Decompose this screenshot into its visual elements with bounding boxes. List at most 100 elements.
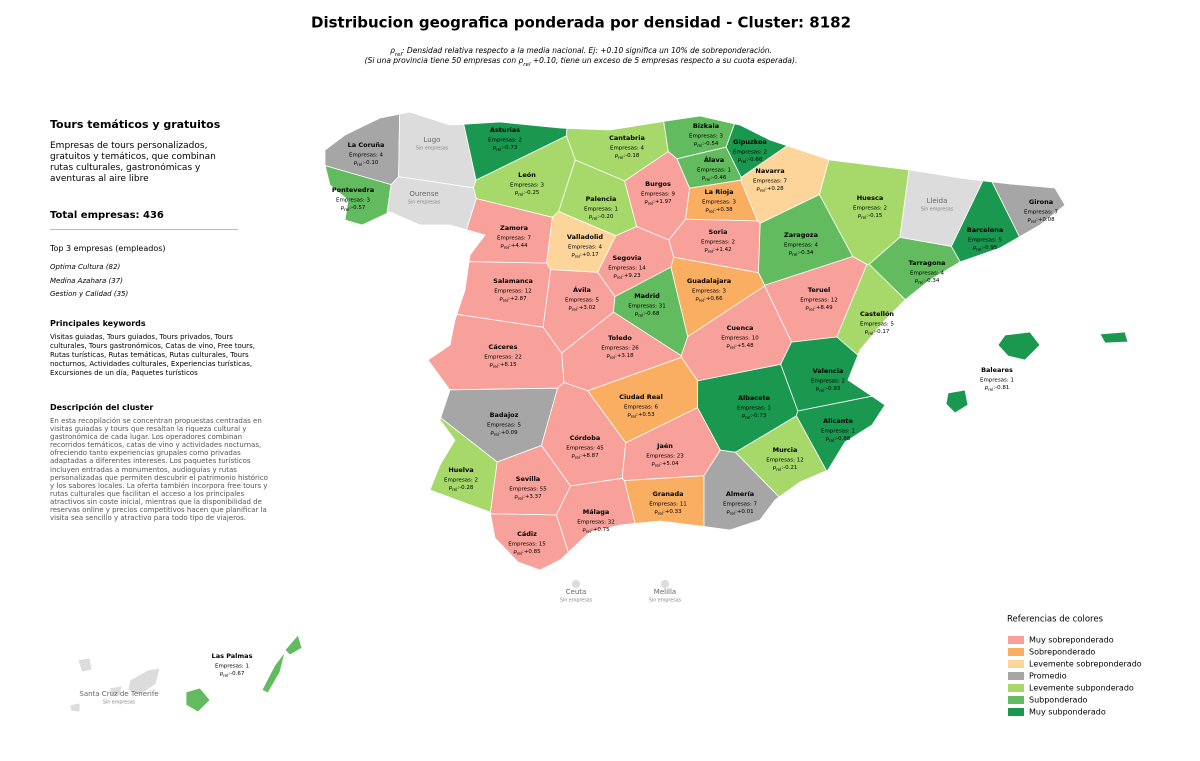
rho-symbol: ρ <box>489 362 493 368</box>
province-companies: Empresas: 32 <box>577 520 615 526</box>
province-rho: ρrel:+0.01 <box>726 509 753 516</box>
province-companies: Empresas: 3 <box>510 183 545 189</box>
rho-value: -0.54 <box>704 141 719 147</box>
province <box>429 417 498 514</box>
province-rho: ρrel:+5.48 <box>726 343 754 350</box>
province <box>261 651 286 694</box>
province-name: Ceuta <box>566 588 587 596</box>
rho-sub: rel <box>658 511 663 516</box>
rho-sep: : <box>824 386 826 392</box>
rho-value: -0.18 <box>625 153 640 159</box>
rho-value: -0.28 <box>459 485 474 491</box>
province-note: Sin empresas <box>103 700 136 706</box>
rho-sep: : <box>597 214 599 220</box>
rho-symbol: ρ <box>694 141 698 147</box>
legend-label: Subponderado <box>1029 696 1088 705</box>
province-rho: ρrel:-0.73 <box>493 145 518 152</box>
rho-sep: : <box>522 549 524 555</box>
rho-sep: : <box>508 296 510 302</box>
province-name: Asturias <box>490 126 520 134</box>
province-companies: Empresas: 26 <box>601 346 639 352</box>
province-name: Lugo <box>424 136 441 144</box>
rho-sub: rel <box>760 188 765 193</box>
province-rho: ρrel:+0.75 <box>582 527 610 534</box>
cluster-summary: Empresas de tours personalizados, gratui… <box>50 141 216 184</box>
rho-sub: rel <box>776 467 781 472</box>
province-rho: ρrel:+0.33 <box>654 509 682 516</box>
province-note: Sin empresas <box>416 146 449 152</box>
rho-symbol: ρ <box>589 214 593 220</box>
province-rho: ρrel:-0.57 <box>341 205 366 212</box>
rho-sub: rel <box>697 143 702 148</box>
note: ρrel: Densidad relativa respecto a la me… <box>390 46 772 58</box>
province-rho: ρrel:-0.28 <box>449 485 474 492</box>
rho-symbol: ρ <box>702 175 706 181</box>
note-part: (Si una provincia tiene 50 empresas con … <box>365 56 524 65</box>
province-name: Barcelona <box>967 226 1004 234</box>
province-rho: ρrel:-0.25 <box>515 190 540 197</box>
legend-swatch <box>1008 672 1024 680</box>
rho-sep: : <box>781 465 783 471</box>
province-name: Granada <box>653 490 684 498</box>
rho-value: +8.87 <box>582 453 599 459</box>
rho-symbol: ρ <box>220 671 224 677</box>
province-companies: Empresas: 1 <box>980 378 1014 384</box>
rho-sep: : <box>735 509 737 515</box>
rho-sep: : <box>866 213 868 219</box>
rho-sep: : <box>623 153 625 159</box>
province-companies: Empresas: 5 <box>968 238 1003 244</box>
province-name: Valencia <box>813 367 844 375</box>
province-rho: ρrel:-0.95 <box>973 245 998 252</box>
province <box>795 395 886 472</box>
province-name: Melilla <box>654 588 676 596</box>
rho-symbol: ρ <box>826 436 830 442</box>
rho-symbol: ρ <box>789 250 793 256</box>
rho-sep: : <box>498 362 500 368</box>
legend-label: Levemente sobreponderado <box>1029 660 1142 669</box>
rho-sub: rel <box>592 216 597 221</box>
rho-value: -0.95 <box>983 245 998 251</box>
province-rho: ρrel:+0.17 <box>571 252 599 259</box>
rho-symbol: ρ <box>499 296 503 302</box>
province-name: Baleares <box>981 366 1013 374</box>
province-rho: ρrel:+1.97 <box>644 199 672 206</box>
province-name: Ourense <box>409 190 438 198</box>
rho-value: +0.17 <box>582 252 599 258</box>
rho-value: -0.67 <box>230 671 245 677</box>
province-companies: Empresas: 7 <box>1024 210 1059 216</box>
legend-label: Promedio <box>1029 672 1067 681</box>
province <box>109 685 123 697</box>
note-part: ρ <box>390 46 395 55</box>
province-name: Gipuzkoa <box>733 138 767 146</box>
rho-sub: rel <box>357 162 362 167</box>
province-rho: ρrel:+0.85 <box>513 549 541 556</box>
rho-value: +0.33 <box>665 509 682 515</box>
rho-symbol: ρ <box>654 509 658 515</box>
top-title: Top 3 empresas (empleados) <box>50 244 166 253</box>
rho-sub: rel <box>988 387 993 392</box>
province-name: La Coruña <box>348 141 385 149</box>
rho-symbol: ρ <box>490 430 494 436</box>
rho-sep: : <box>636 412 638 418</box>
rho-value: +2.87 <box>510 296 527 302</box>
rho-sub: rel <box>792 252 797 257</box>
province-rho: ρrel:+3.18 <box>606 353 634 360</box>
rho-symbol: ρ <box>695 296 699 302</box>
province-name: Ciudad Real <box>619 393 663 401</box>
province-rho: ρrel:+8.87 <box>571 453 599 460</box>
province-note: Sin empresas <box>560 598 593 604</box>
rho-symbol: ρ <box>742 413 746 419</box>
province-name: Guadalajara <box>687 277 731 285</box>
rho-symbol: ρ <box>915 278 919 284</box>
province-companies: Empresas: 23 <box>646 454 684 460</box>
province-name: Badajoz <box>490 411 519 419</box>
rho-symbol: ρ <box>493 145 497 151</box>
rho-sub: rel <box>741 159 746 164</box>
province-name: Huesca <box>857 194 884 202</box>
province-companies: Empresas: 15 <box>508 542 546 548</box>
province-companies: Empresas: 3 <box>336 198 371 204</box>
province-rho: ρrel:+9.23 <box>613 273 641 280</box>
province-companies: Empresas: 5 <box>565 298 600 304</box>
